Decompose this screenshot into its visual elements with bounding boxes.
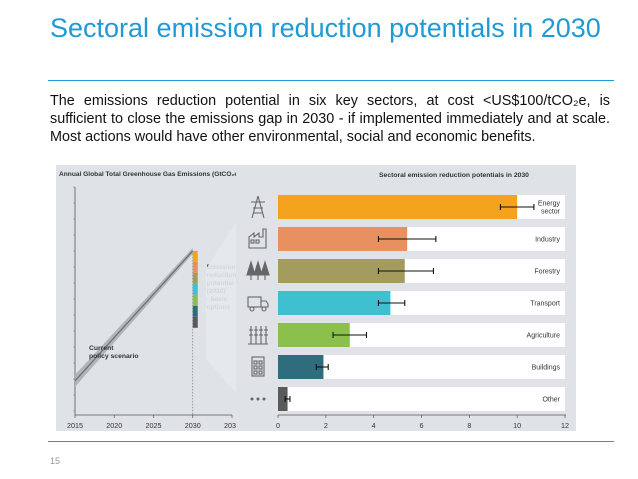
title-rule [48,80,614,81]
left-x-tick-label: 2020 [106,421,122,430]
bar-transport [278,291,391,315]
ellipsis-icon [250,397,266,401]
current-policy-label: Current policy scenario [89,345,139,360]
bar-energy-sector [278,195,518,219]
reduction-bar-segment [192,272,198,284]
slide-title: Sectoral emission reduction potentials i… [50,13,601,43]
bar-other [278,387,288,411]
left-x-tick-label: 2015 [67,421,83,430]
transmission-tower-icon [251,195,265,219]
right-x-tick-label: 6 [420,421,424,430]
left-x-tick-label: 2035 [224,421,240,430]
category-label: Industry [535,237,560,244]
category-label: Buildings [532,365,561,372]
left-chart-title: Annual Global Total Greenhouse Gas Emiss… [59,171,240,178]
reduction-bar-segment [192,294,198,306]
current-policy-trend-line [74,250,194,382]
bar-track [278,387,565,411]
right-x-tick-label: 12 [561,421,569,430]
reduction-bar-segment [192,316,198,328]
reduction-bar-segment [192,305,198,317]
reduction-bar-segment [192,283,198,295]
category-label: Energy sector [538,201,561,216]
reduction-bar-segment [192,261,198,273]
right-x-tick-label: 0 [276,421,280,430]
reduction-bar-segment [192,250,198,262]
category-label: Forestry [534,269,560,276]
building-icon [251,356,265,377]
crops-icon [248,326,268,345]
category-label: Agriculture [527,333,561,340]
page-number: 15 [50,456,61,466]
footer-rule [48,441,614,442]
reduction-potential-bar [192,250,198,328]
right-x-tick-label: 4 [372,421,376,430]
left-x-tick-label: 2030 [185,421,201,430]
right-x-tick-label: 8 [467,421,471,430]
category-label: Other [542,397,560,404]
emissions-figure: Annual Global Total Greenhouse Gas Emiss… [56,165,576,431]
factory-icon [248,228,267,249]
truck-icon [247,296,269,312]
slide-body-text: The emissions reduction potential in six… [50,93,610,145]
right-chart-title: Sectoral emission reduction potentials i… [379,172,529,179]
right-x-tick-label: 2 [324,421,328,430]
left-x-tick-label: 2025 [146,421,162,430]
trees-icon [246,260,270,280]
category-label: Transport [530,301,560,308]
right-x-tick-label: 10 [513,421,521,430]
sector-icons [246,195,270,401]
